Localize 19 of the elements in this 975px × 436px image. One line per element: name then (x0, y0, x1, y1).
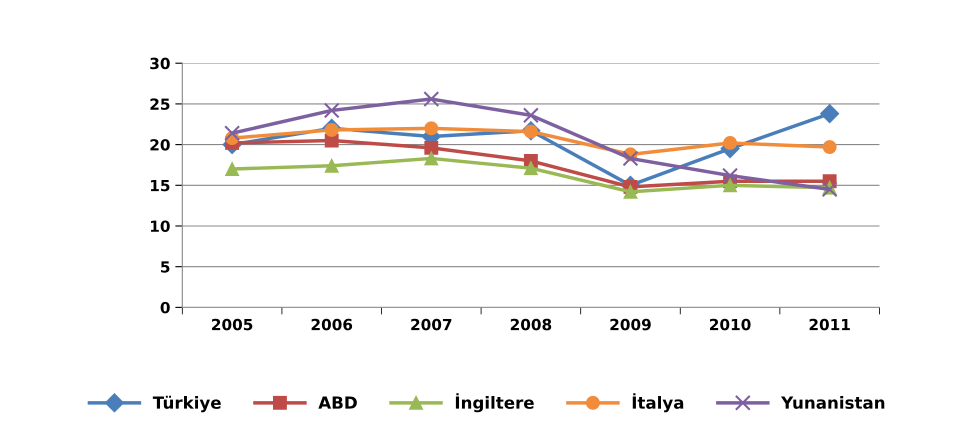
y-tick-label: 5 (161, 261, 170, 273)
x-tick-label: 2011 (810, 318, 850, 330)
x-tick-label: 2008 (510, 318, 552, 330)
x-tick-label: 2010 (710, 318, 751, 330)
y-tick-label: 30 (150, 58, 170, 70)
y-tick-label: 20 (150, 139, 170, 151)
x-tick-label: 2006 (312, 318, 352, 330)
y-tick-label: 25 (150, 98, 170, 110)
legend-label: İtalya (632, 393, 684, 412)
legend-label: İngiltere (456, 393, 534, 412)
y-tick-label: 0 (160, 302, 170, 314)
x-tick-label: 2009 (610, 318, 651, 330)
y-tick-label: 15 (150, 180, 170, 192)
x-tick-label: 2007 (411, 318, 452, 330)
legend-label: ABD (318, 396, 357, 409)
legend-label: Türkiye (152, 396, 221, 412)
x-tick-label: 2005 (212, 318, 252, 330)
y-tick-label: 10 (150, 220, 170, 232)
legend-label: Yunanistan (780, 396, 884, 409)
